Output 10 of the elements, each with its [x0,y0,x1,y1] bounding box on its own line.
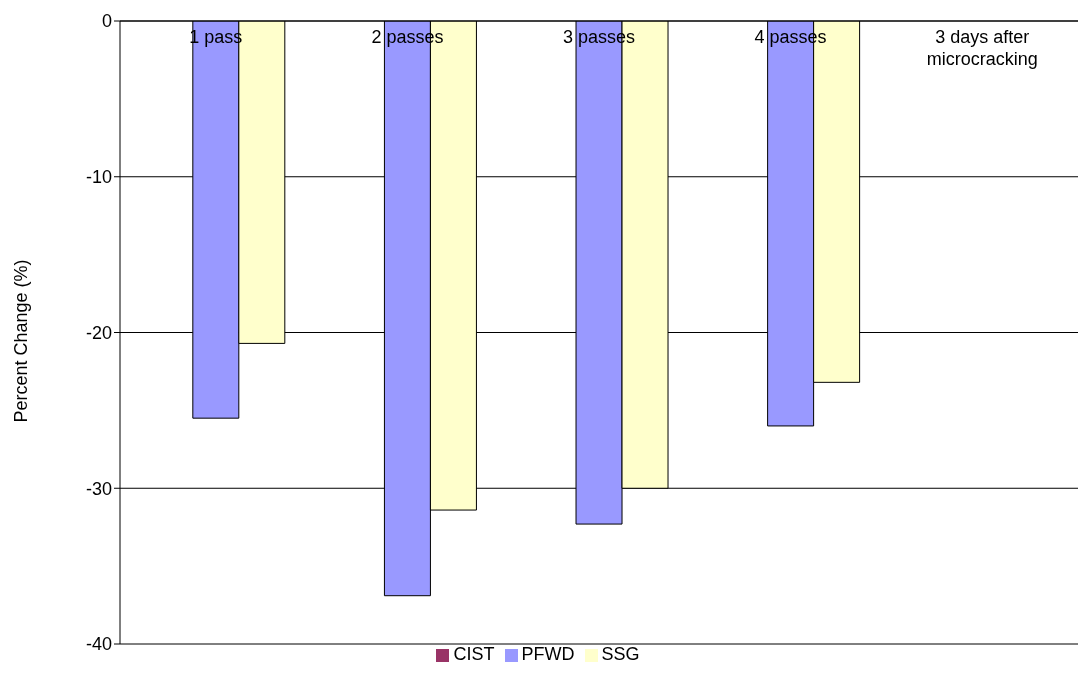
legend-label: CIST [453,644,495,664]
y-tick-label: -20 [85,322,112,343]
y-tick-label: -30 [85,478,112,499]
legend-label: PFWD [521,644,575,664]
y-tick-label: -40 [85,634,112,655]
x-tick-label: 3 days after microcracking [926,27,1038,69]
legend-label: SSG [601,644,640,664]
y-tick-label: 0 [101,11,112,32]
y-axis-title: Percent Change (%) [11,259,32,423]
y-tick-label: -10 [85,167,112,188]
